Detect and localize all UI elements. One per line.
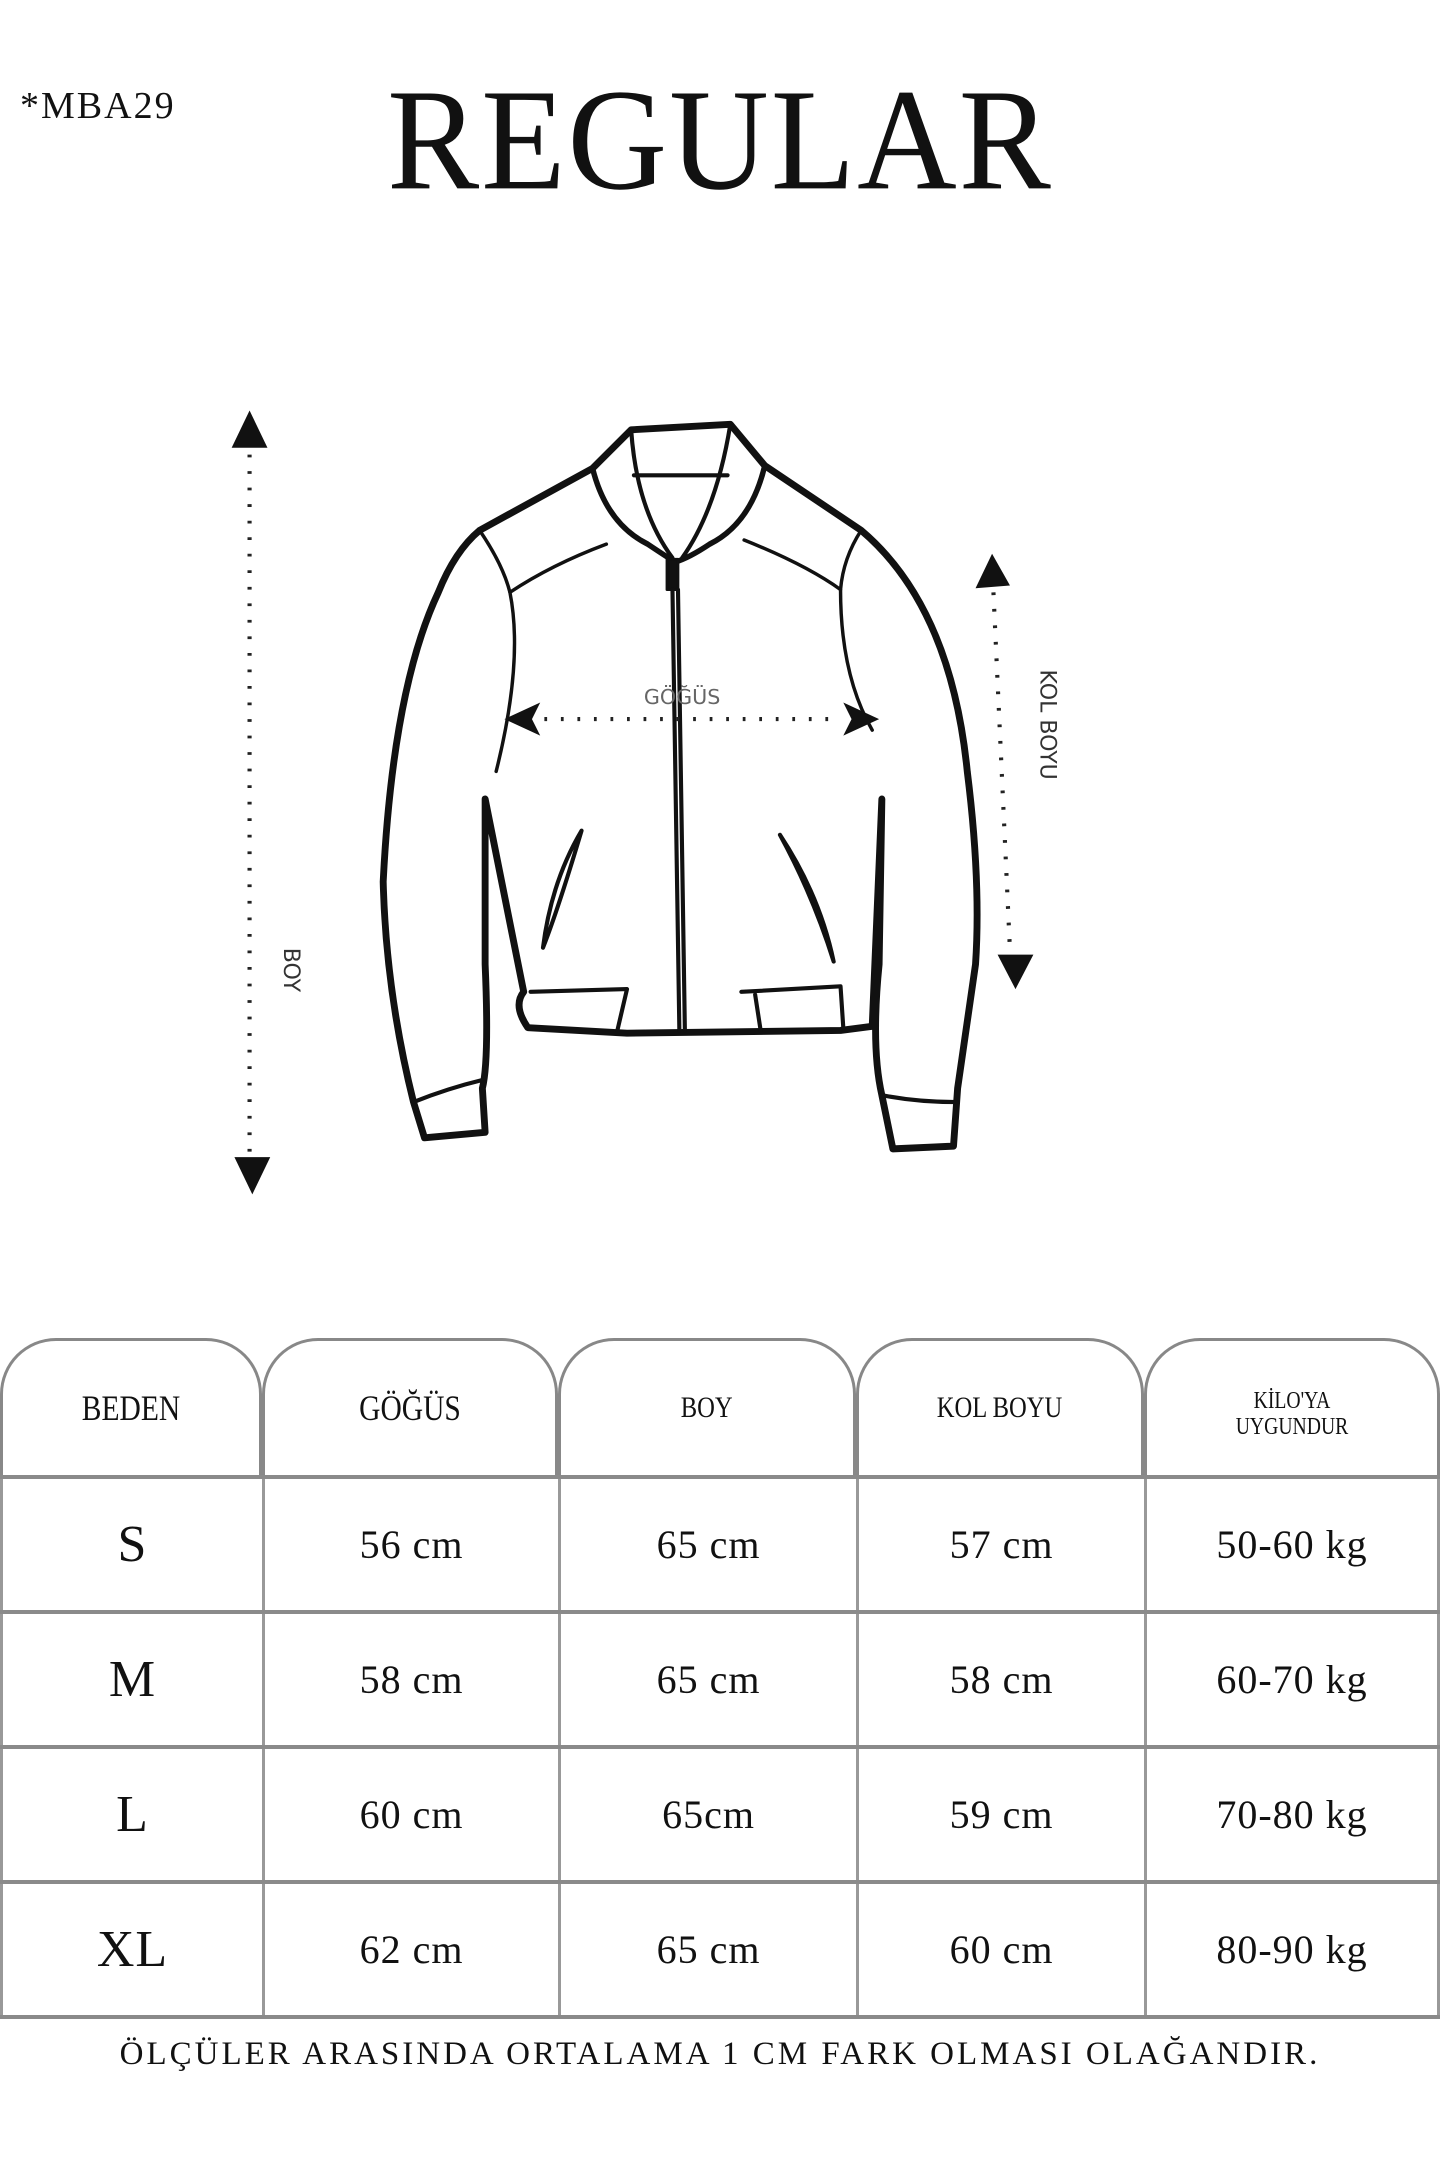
header-label: KOL BOYU	[937, 1391, 1063, 1424]
header-sleeve: KOL BOYU	[856, 1338, 1144, 1475]
header-label: BOY	[681, 1391, 733, 1424]
zipper	[670, 587, 687, 1033]
header-label: KİLO'YA UYGUNDUR	[1235, 1388, 1349, 1440]
size-cell: S	[0, 1479, 262, 1610]
value-cell: 62 cm	[262, 1884, 558, 2015]
arrow-up-icon	[975, 553, 1010, 589]
length-label: BOY	[278, 948, 303, 993]
size-cell: M	[0, 1614, 262, 1745]
value-cell: 58 cm	[262, 1614, 558, 1745]
value-cell: 60 cm	[262, 1749, 558, 1880]
value-cell: 50-60 kg	[1144, 1479, 1440, 1610]
sleeve-arrow	[975, 553, 1034, 990]
header-label: BEDEN	[81, 1388, 181, 1428]
arrow-left-icon	[504, 702, 541, 736]
chest-arrow	[504, 702, 880, 736]
table-header: BEDEN GÖĞÜS BOY KOL BOYU KİLO'YA UYGUNDU…	[0, 1338, 1440, 1475]
value-cell: 80-90 kg	[1144, 1884, 1440, 2015]
value-cell: 60-70 kg	[1144, 1614, 1440, 1745]
value-cell: 65 cm	[558, 1479, 856, 1610]
table-row: M 58 cm 65 cm 58 cm 60-70 kg	[0, 1610, 1440, 1745]
fit-title: REGULAR	[387, 59, 1053, 220]
footnote: ÖLÇÜLER ARASINDA ORTALAMA 1 CM FARK OLMA…	[119, 2036, 1321, 2072]
collar	[589, 462, 768, 565]
length-arrow	[231, 410, 271, 1195]
header-length: BOY	[558, 1338, 856, 1475]
value-cell: 65 cm	[558, 1884, 856, 2015]
arrow-down-icon	[234, 1157, 271, 1195]
value-cell: 56 cm	[262, 1479, 558, 1610]
value-cell: 65 cm	[558, 1614, 856, 1745]
size-cell: XL	[0, 1884, 262, 2015]
size-cell: L	[0, 1749, 262, 1880]
arrow-up-icon	[231, 410, 268, 448]
value-cell: 57 cm	[856, 1479, 1144, 1610]
pocket-left	[540, 828, 584, 950]
header-label: GÖĞÜS	[359, 1388, 461, 1428]
arrow-right-icon	[843, 702, 880, 736]
table-row: S 56 cm 65 cm 57 cm 50-60 kg	[0, 1475, 1440, 1610]
jacket-outline	[379, 420, 981, 1153]
sleeve-label: KOL BOYU	[1034, 669, 1059, 779]
value-cell: 59 cm	[856, 1749, 1144, 1880]
value-cell: 65cm	[558, 1749, 856, 1880]
header-size: BEDEN	[0, 1338, 262, 1475]
product-code: *MBA29	[20, 85, 176, 127]
value-cell: 60 cm	[856, 1884, 1144, 2015]
table-row: L 60 cm 65cm 59 cm 70-80 kg	[0, 1745, 1440, 1880]
zipper-pull	[665, 557, 680, 591]
value-cell: 70-80 kg	[1144, 1749, 1440, 1880]
table-row: XL 62 cm 65 cm 60 cm 80-90 kg	[0, 1880, 1440, 2019]
chest-label: GÖĞÜS	[644, 684, 721, 709]
header-chest: GÖĞÜS	[262, 1338, 558, 1475]
size-table: BEDEN GÖĞÜS BOY KOL BOYU KİLO'YA UYGUNDU…	[0, 1338, 1440, 2019]
pocket-right	[777, 832, 836, 964]
header-weight: KİLO'YA UYGUNDUR	[1144, 1338, 1440, 1475]
arrow-down-icon	[997, 954, 1034, 990]
value-cell: 58 cm	[856, 1614, 1144, 1745]
